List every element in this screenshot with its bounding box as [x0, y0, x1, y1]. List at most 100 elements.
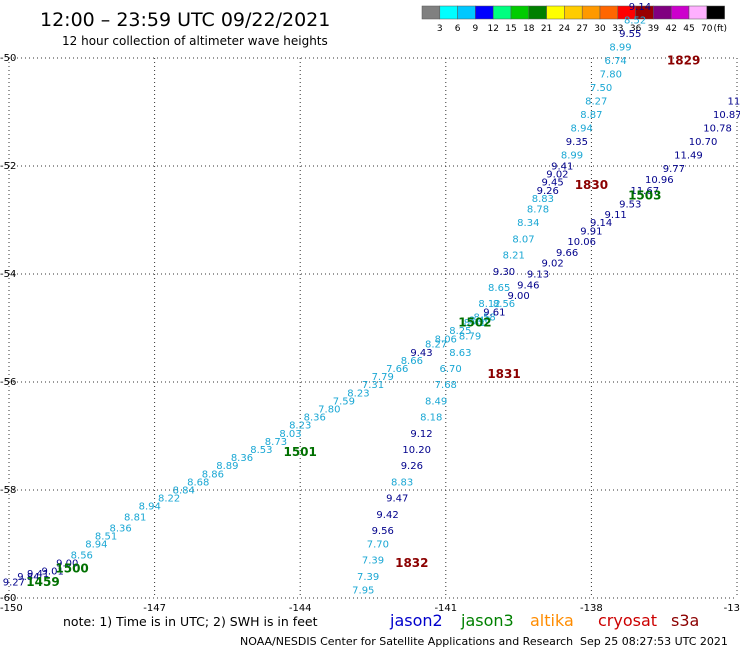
wave-height-point: 8.41	[464, 318, 486, 329]
colorbar-threshold-label: 18	[523, 24, 535, 34]
pass-time-label: 1503	[628, 189, 661, 203]
colorbar: 3 6 9 12 15 18 21 24 27 30 33 36 39 42 45 70	[421, 5, 725, 34]
wave-height-point: 7.80	[318, 405, 340, 416]
wave-height-point: 8.36	[231, 453, 253, 464]
wave-height-point: 8.81	[124, 513, 146, 524]
wave-height-point: 8.63	[449, 348, 471, 359]
y-tick-label: -52	[0, 161, 16, 172]
wave-height-point: 8.83	[532, 194, 554, 205]
wave-height-point: 8.89	[216, 461, 238, 472]
colorbar-threshold-label: 24	[559, 24, 571, 34]
wave-height-point: 9.77	[663, 164, 685, 175]
wave-height-point: 9.14	[590, 218, 612, 229]
wave-height-point: 8.23	[347, 388, 369, 399]
wave-height-point: 9.45	[541, 178, 563, 189]
colorbar-threshold-label: 42	[665, 24, 676, 34]
wave-height-point: 11.49	[674, 151, 703, 162]
wave-height-point: 8.94	[85, 540, 107, 551]
wave-height-point: 7.70	[367, 540, 389, 551]
wave-height-point: 8.34	[517, 218, 539, 229]
legend-entry-jason3: jason3	[460, 611, 514, 630]
colorbar-swatch	[688, 5, 708, 20]
chart-title: 12:00 – 23:59 UTC 09/22/2021	[40, 9, 330, 31]
wave-height-point: 8.03	[279, 429, 301, 440]
wave-height-point: 10.20	[402, 445, 431, 456]
wave-height-point: 9.66	[556, 248, 578, 259]
colorbar-threshold-label: 21	[541, 24, 552, 34]
wave-height-point: 9.26	[537, 186, 559, 197]
wave-height-point: 8.99	[561, 151, 583, 162]
y-tick-label: -54	[0, 269, 16, 280]
x-tick-label: -150	[0, 603, 23, 614]
wave-height-point: 8.65	[488, 283, 510, 294]
wave-height-point: 8.07	[512, 234, 534, 245]
wave-height-point: 9.02	[546, 170, 568, 181]
x-tick-label: -138	[580, 603, 603, 614]
y-tick-label: -60	[0, 593, 16, 604]
wave-height-point: 8.23	[289, 421, 311, 432]
wave-height-point: 9.42	[376, 510, 398, 521]
wave-height-point: 10.96	[645, 175, 674, 186]
colorbar-threshold-label: 70	[701, 24, 713, 34]
wave-height-point: 9.43	[410, 348, 432, 359]
wave-height-point: 10.70	[689, 137, 718, 148]
colorbar-threshold-label: 3	[437, 24, 443, 34]
wave-height-point: 7.39	[362, 556, 384, 567]
wave-height-point: 9.53	[619, 199, 641, 210]
wave-height-point: 8.79	[459, 332, 481, 343]
legend-entry-altika: altika	[530, 611, 574, 630]
wave-height-point: 9.00	[507, 291, 529, 302]
wave-height-point: 9.84	[17, 572, 39, 583]
wave-height-point: 9.30	[493, 267, 515, 278]
wave-height-point: 7.79	[372, 372, 394, 383]
wave-height-point: 9.46	[517, 280, 539, 291]
wave-height-point: 7.59	[333, 396, 355, 407]
wave-height-point: 9.11	[605, 210, 627, 221]
wave-height-point: 9.01	[42, 567, 64, 578]
colorbar-swatch	[439, 5, 458, 20]
wave-height-point: 9.35	[566, 137, 588, 148]
colorbar-swatch	[599, 5, 619, 20]
colorbar-threshold-label: 6	[455, 24, 461, 34]
wave-height-point: 9.27	[3, 577, 25, 588]
wave-height-point: 8.66	[401, 356, 423, 367]
x-tick-label: -141	[434, 603, 457, 614]
wave-height-point: 8.27	[585, 97, 607, 108]
colorbar-swatch	[653, 5, 672, 20]
wave-height-point: 9.55	[619, 29, 641, 40]
colorbar-threshold-label: 15	[505, 24, 516, 34]
colorbar-swatch	[421, 5, 441, 20]
wave-height-point: 9.91	[580, 226, 602, 237]
colorbar-swatch	[475, 5, 494, 20]
data-points: 9.279.849.419.019.008.568.948.518.368.81…	[3, 2, 740, 596]
colorbar-threshold-label: 27	[576, 24, 587, 34]
wave-height-point: 10.06	[567, 237, 596, 248]
wave-height-point: 7.39	[357, 572, 379, 583]
wave-height-point: 9.41	[551, 162, 573, 173]
wave-height-point: 11.52	[728, 97, 740, 108]
wave-height-point: 9.61	[483, 307, 505, 318]
wave-height-point: 8.21	[503, 251, 525, 262]
wave-height-point: 9.47	[386, 494, 408, 505]
wave-height-point: 8.94	[571, 124, 593, 135]
x-axis-ticks: -150 -147 -144 -141 -138 -13	[0, 603, 740, 614]
wave-height-point: 8.53	[250, 445, 272, 456]
wave-height-point: 8.12	[478, 299, 500, 310]
wave-height-point: 7.31	[362, 380, 384, 391]
legend-entry-s3a: s3a	[671, 611, 699, 630]
wave-height-point: 9.02	[541, 259, 563, 270]
pass-time-label: 1502	[458, 316, 491, 330]
wave-height-point: 8.73	[265, 437, 287, 448]
footer-timestamp: Sep 25 08:27:53 UTC 2021	[580, 635, 728, 648]
wave-height-point: 9.41	[27, 569, 49, 580]
wave-height-point: 6.74	[605, 56, 627, 67]
wave-height-point: 8.99	[609, 43, 631, 54]
colorbar-swatch	[670, 5, 690, 20]
y-axis-ticks: -50 -52 -54 -56 -58 -60	[0, 53, 16, 604]
wave-height-point: 8.36	[304, 413, 326, 424]
wave-height-point: 9.14	[629, 2, 651, 13]
wave-height-point: 8.56	[493, 299, 515, 310]
wave-height-point: 8.46	[469, 315, 491, 326]
wave-height-point: 8.58	[473, 313, 495, 324]
